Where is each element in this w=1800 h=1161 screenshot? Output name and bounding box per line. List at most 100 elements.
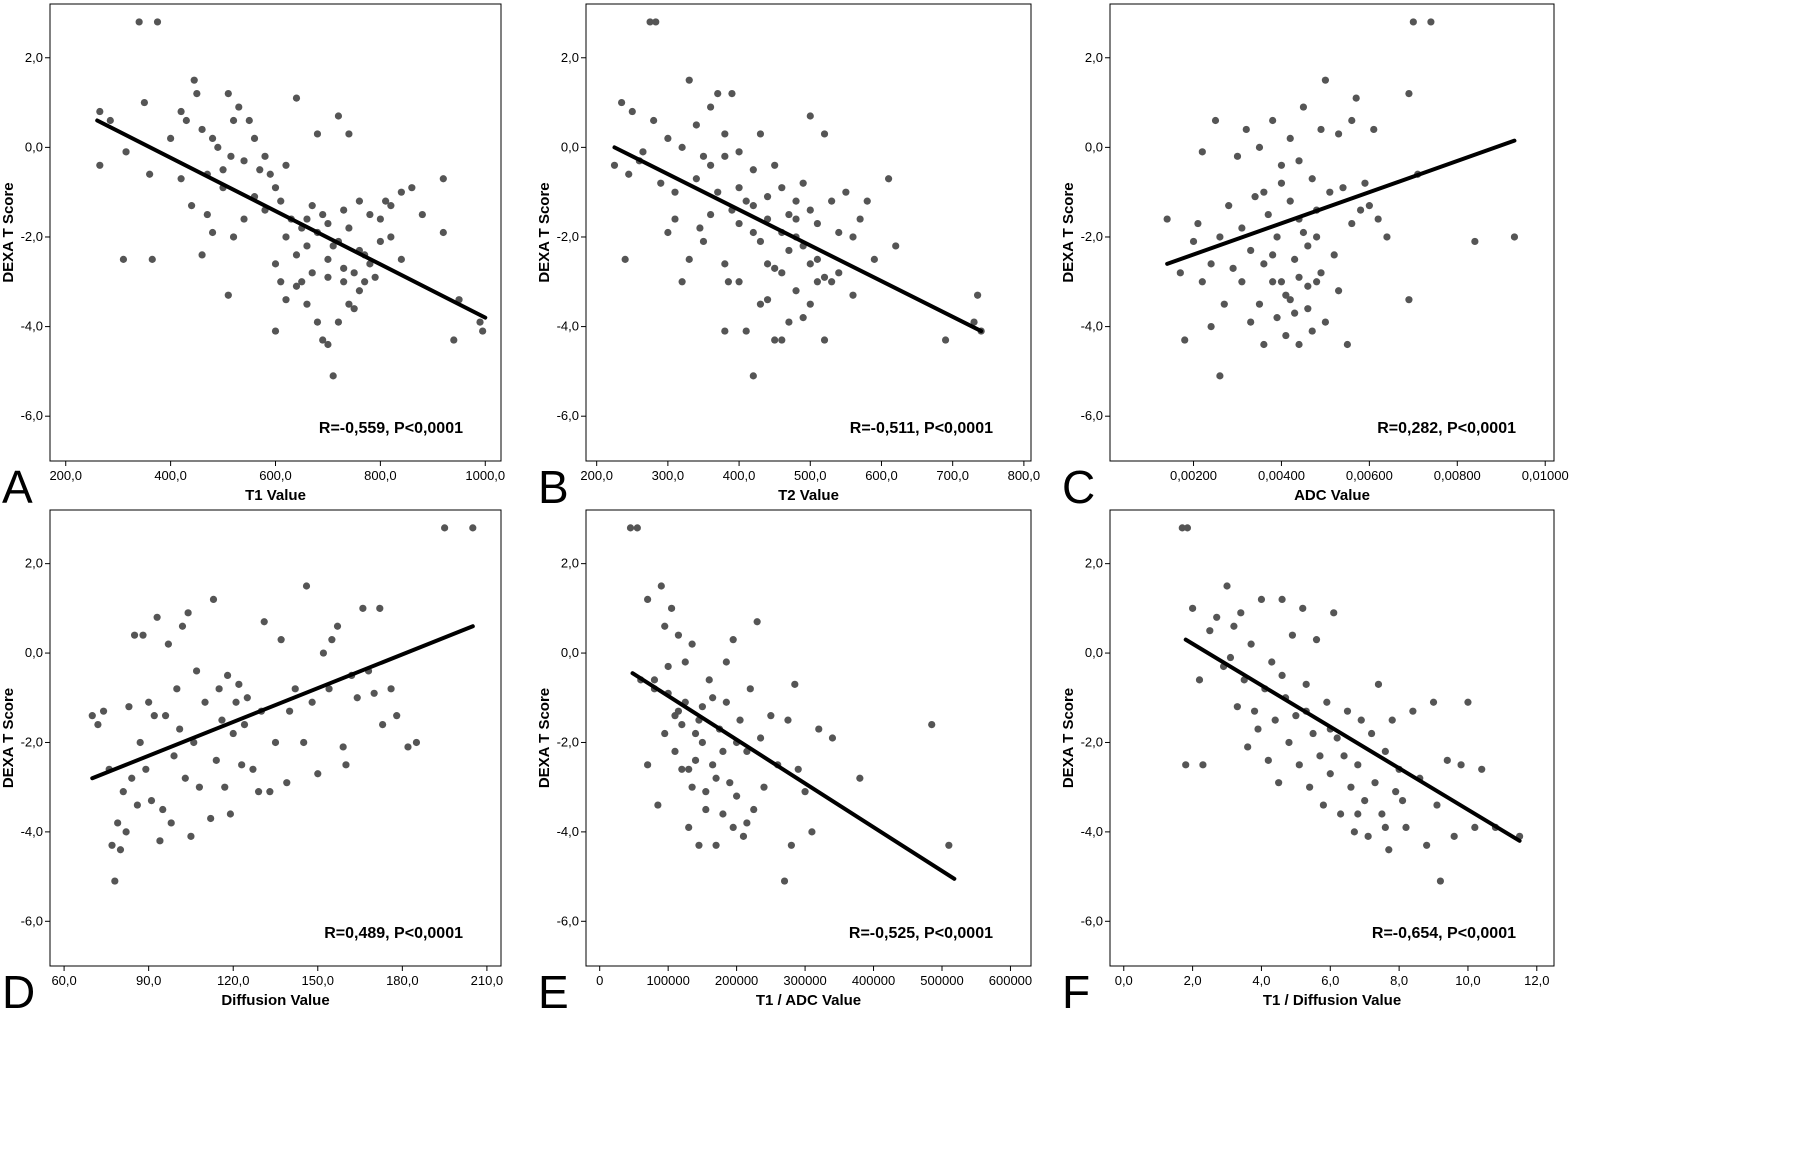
- data-point: [1335, 287, 1342, 294]
- data-point: [700, 238, 707, 245]
- x-tick-label: 8,0: [1390, 973, 1408, 988]
- data-point: [272, 327, 279, 334]
- scatter-panel-d: 2,00,0-2,0-4,0-6,060,0 90,0 120,0 150,0 180,…: [0, 510, 503, 1018]
- data-point: [1300, 103, 1307, 110]
- data-point: [1389, 717, 1396, 724]
- data-point: [476, 319, 483, 326]
- y-tick-label: -2,0: [21, 229, 43, 244]
- data-point: [764, 296, 771, 303]
- x-tick-label: 500,0: [794, 468, 827, 483]
- data-point: [709, 694, 716, 701]
- y-tick-label: -6,0: [21, 913, 43, 928]
- data-point: [661, 623, 668, 630]
- data-point: [1313, 278, 1320, 285]
- data-point: [764, 260, 771, 267]
- panel-letter: C: [1062, 461, 1095, 513]
- data-point: [1375, 681, 1382, 688]
- data-point: [372, 274, 379, 281]
- data-point: [693, 121, 700, 128]
- data-point: [1254, 725, 1261, 732]
- data-point: [1291, 256, 1298, 263]
- data-point: [1410, 18, 1417, 25]
- x-axis-label: ADC Value: [1294, 487, 1370, 504]
- data-point: [1194, 220, 1201, 227]
- y-tick-label: -6,0: [557, 913, 579, 928]
- data-point: [196, 784, 203, 791]
- data-point: [1335, 130, 1342, 137]
- x-tick-label: 0,00600: [1346, 468, 1393, 483]
- data-point: [864, 198, 871, 205]
- data-point: [419, 211, 426, 218]
- data-point: [771, 162, 778, 169]
- data-point: [1471, 824, 1478, 831]
- y-tick-label: 0,0: [25, 139, 43, 154]
- data-point: [735, 148, 742, 155]
- data-point: [1237, 609, 1244, 616]
- data-point: [679, 144, 686, 151]
- data-point: [1230, 623, 1237, 630]
- x-tick-label: 2,0: [1184, 973, 1202, 988]
- data-point: [700, 153, 707, 160]
- data-point: [664, 135, 671, 142]
- data-point: [678, 766, 685, 773]
- data-point: [714, 189, 721, 196]
- y-tick-label: 2,0: [25, 556, 43, 571]
- data-point: [1199, 761, 1206, 768]
- data-point: [1190, 238, 1197, 245]
- data-point: [1365, 833, 1372, 840]
- data-point: [1256, 144, 1263, 151]
- data-point: [743, 819, 750, 826]
- data-point: [693, 175, 700, 182]
- data-point: [1322, 319, 1329, 326]
- data-point: [379, 721, 386, 728]
- data-point: [1206, 627, 1213, 634]
- data-point: [1317, 126, 1324, 133]
- data-point: [240, 215, 247, 222]
- data-point: [644, 596, 651, 603]
- data-point: [309, 699, 316, 706]
- data-point: [1300, 229, 1307, 236]
- data-point: [240, 157, 247, 164]
- data-point: [125, 703, 132, 710]
- data-point: [298, 278, 305, 285]
- data-point: [784, 717, 791, 724]
- data-point: [249, 766, 256, 773]
- data-point: [707, 162, 714, 169]
- data-point: [686, 77, 693, 84]
- data-point: [282, 162, 289, 169]
- correlation-annotation: R=-0,525, P<0,0001: [849, 925, 993, 942]
- y-tick-label: -4,0: [557, 319, 579, 334]
- data-point: [743, 198, 750, 205]
- plot-frame: [1110, 510, 1554, 966]
- data-point: [1213, 614, 1220, 621]
- data-point: [814, 278, 821, 285]
- data-point: [675, 708, 682, 715]
- data-point: [238, 761, 245, 768]
- data-point: [1199, 278, 1206, 285]
- x-tick-label: 12,0: [1524, 973, 1549, 988]
- data-point: [1371, 779, 1378, 786]
- data-point: [149, 256, 156, 263]
- data-point: [404, 743, 411, 750]
- data-point: [668, 605, 675, 612]
- x-tick-label: 60,0: [51, 973, 76, 988]
- y-tick-label: -4,0: [21, 319, 43, 334]
- axis-ticks: 2,00,0-2,0-4,0-6,00,0 2,0 4,0 6,0 8,0 10,0 12,…: [1081, 556, 1550, 988]
- x-tick-label: 400000: [852, 973, 895, 988]
- data-point: [154, 614, 161, 621]
- plot-frame: [1110, 4, 1554, 461]
- data-point: [652, 18, 659, 25]
- y-tick-label: 2,0: [561, 50, 579, 65]
- data-point: [821, 274, 828, 281]
- data-point: [377, 215, 384, 222]
- data-point: [618, 99, 625, 106]
- axis-ticks: 2,00,0-2,0-4,0-6,00,00200 0,00400 0,00600 0…: [1081, 50, 1569, 483]
- data-point: [689, 641, 696, 648]
- data-point: [1278, 162, 1285, 169]
- x-tick-label: 120,0: [217, 973, 250, 988]
- data-point: [1344, 708, 1351, 715]
- data-point: [286, 708, 293, 715]
- data-point: [345, 130, 352, 137]
- x-tick-label: 150,0: [302, 973, 335, 988]
- data-point: [235, 103, 242, 110]
